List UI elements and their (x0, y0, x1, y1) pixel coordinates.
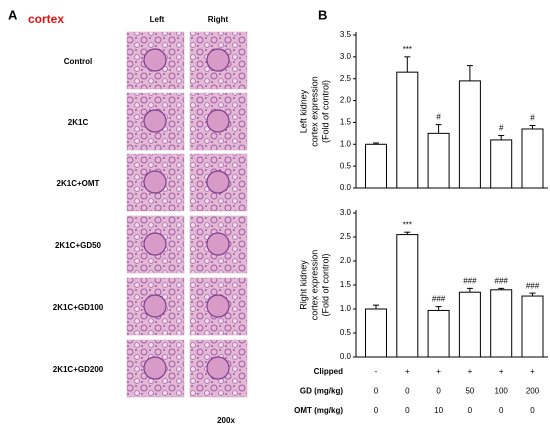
significance-label: # (499, 124, 504, 133)
table-row-label: Clipped (314, 367, 343, 376)
glomerulus (143, 356, 167, 380)
table-cell: 0 (436, 387, 441, 396)
bar (490, 289, 513, 358)
glomerulus (206, 232, 230, 256)
y-tick-label: 2.5 (340, 232, 352, 241)
table-cell: + (405, 367, 410, 376)
table-cell: 0 (405, 387, 410, 396)
row-label: Control (64, 57, 92, 66)
glomerulus (143, 48, 167, 72)
significance-label: ### (463, 276, 477, 285)
glomerulus (206, 170, 230, 194)
y-tick-label: 3.0 (340, 52, 352, 61)
y-tick-label: 2.5 (340, 74, 352, 83)
bar (521, 128, 544, 189)
y-tick-label: 0.0 (340, 352, 352, 361)
y-axis-label: Right kidney (298, 260, 308, 310)
row-label: 2K1C (68, 118, 89, 127)
bar (427, 132, 450, 189)
y-axis-label: (Fold of control) (320, 253, 330, 316)
glomerulus (143, 232, 167, 256)
y-tick-label: 1.5 (340, 280, 352, 289)
significance-label: *** (403, 45, 412, 54)
bar (365, 143, 387, 189)
y-tick-label: 2.0 (340, 96, 352, 105)
y-tick-label: 3.0 (340, 208, 352, 217)
row-label: 2K1C+GD100 (53, 303, 104, 312)
y-tick-label: 0.5 (340, 328, 352, 337)
table-cell: 50 (465, 387, 474, 396)
bar (365, 308, 387, 358)
column-header: Left (150, 15, 165, 24)
bar (521, 295, 544, 358)
bar (396, 71, 419, 189)
glomerulus (143, 294, 167, 318)
y-tick-label: 1.5 (340, 118, 352, 127)
table-cell: 10 (434, 406, 443, 415)
table-cell: + (499, 367, 504, 376)
significance-label: *** (403, 220, 412, 229)
magnification: 200x (217, 416, 235, 425)
column-header: Right (208, 15, 229, 24)
row-label: 2K1C+GD200 (53, 365, 104, 374)
y-tick-label: 0.0 (340, 183, 352, 192)
table-cell: + (530, 367, 535, 376)
table-row-label: GD (mg/kg) (300, 387, 343, 396)
table-cell: 0 (374, 387, 379, 396)
bar (458, 80, 481, 189)
y-axis-label: cortex expression (309, 250, 319, 321)
bar (490, 139, 513, 189)
significance-label: # (436, 113, 441, 122)
row-label: 2K1C+OMT (57, 179, 100, 188)
significance-label: # (530, 114, 535, 123)
y-tick-label: 2.0 (340, 256, 352, 265)
y-tick-label: 3.5 (340, 30, 352, 39)
glomerulus (143, 170, 167, 194)
row-label: 2K1C+GD50 (55, 241, 102, 250)
significance-label: ### (495, 276, 509, 285)
y-axis-label: cortex expression (309, 76, 319, 147)
table-cell: + (436, 367, 441, 376)
table-cell: 100 (495, 387, 509, 396)
y-axis-label: Left kidney (298, 89, 308, 133)
glomerulus (206, 109, 230, 133)
table-cell: 0 (468, 406, 473, 415)
table-cell: 200 (526, 387, 540, 396)
table-cell: 0 (499, 406, 504, 415)
panel-label: B (318, 7, 327, 22)
table-row-label: OMT (mg/kg) (294, 406, 343, 415)
table-cell: 0 (374, 406, 379, 415)
bar (427, 309, 450, 358)
y-tick-label: 1.0 (340, 139, 352, 148)
significance-label: ### (432, 295, 446, 304)
panel-title: cortex (28, 12, 64, 26)
y-tick-label: 0.5 (340, 161, 352, 170)
y-axis-label: (Fold of control) (320, 80, 330, 143)
bar (458, 291, 481, 358)
significance-label: ### (526, 281, 540, 290)
glomerulus (206, 356, 230, 380)
table-cell: 0 (405, 406, 410, 415)
table-cell: + (468, 367, 473, 376)
glomerulus (143, 109, 167, 133)
table-cell: 0 (530, 406, 535, 415)
table-cell: - (375, 367, 378, 376)
y-tick-label: 1.0 (340, 304, 352, 313)
glomerulus (206, 294, 230, 318)
glomerulus (206, 48, 230, 72)
panel-label: A (8, 7, 18, 22)
bar (396, 234, 419, 358)
